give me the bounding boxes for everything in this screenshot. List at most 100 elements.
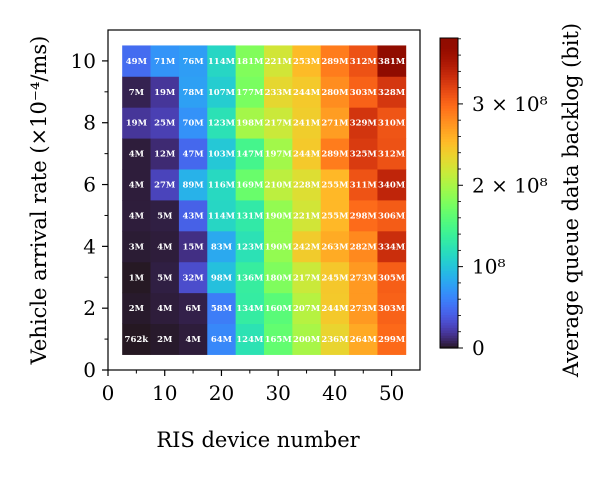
heatmap-cell — [235, 323, 265, 355]
cell-value-label: 169M — [236, 181, 264, 191]
colorbar-segment — [440, 92, 458, 96]
heatmap-cell — [320, 169, 350, 201]
cell-value-label: 217M — [265, 119, 293, 129]
cell-value-label: 12M — [154, 150, 176, 160]
colorbar-segment — [440, 278, 458, 282]
heatmap-cell — [320, 200, 350, 232]
heatmap-cell — [207, 200, 237, 232]
cell-value-label: 282M — [350, 242, 378, 252]
cell-value-label: 7M — [129, 88, 145, 98]
cell-value-label: 762k — [125, 335, 150, 345]
colorbar-segment — [440, 100, 458, 104]
colorbar-segment — [440, 38, 458, 42]
heatmap-cell — [264, 76, 293, 108]
colorbar-segment — [440, 252, 458, 256]
cell-value-label: 2M — [157, 335, 173, 345]
cell-value-label: 325M — [350, 150, 378, 160]
cell-value-label: 198M — [236, 119, 264, 129]
cell-value-label: 264M — [350, 335, 378, 345]
colorbar-segment — [440, 283, 458, 287]
heatmap-cell — [207, 45, 237, 77]
colorbar-segment — [440, 324, 458, 328]
heatmap-cell — [178, 76, 208, 108]
colorbar-segment — [440, 216, 458, 220]
y-tick-label: 6 — [83, 173, 96, 197]
x-tick-label: 10 — [152, 381, 177, 405]
colorbar-segment — [440, 342, 458, 347]
heatmap-cell — [207, 76, 237, 108]
cell-value-label: 58M — [211, 304, 233, 314]
colorbar-segment — [440, 301, 458, 305]
colorbar-segment — [440, 180, 458, 184]
heatmap-cell — [178, 169, 208, 201]
cell-value-label: 25M — [154, 119, 176, 129]
cell-value-label: 244M — [321, 304, 349, 314]
heatmap-cell — [150, 45, 180, 77]
heatmap-cell — [377, 323, 407, 355]
heatmap-cell — [207, 323, 237, 355]
heatmap-cell — [349, 45, 378, 77]
heatmap-cell — [178, 107, 208, 139]
cell-value-label: 299M — [378, 335, 406, 345]
colorbar-segment — [440, 231, 458, 235]
colorbar-segment — [440, 208, 458, 212]
cell-value-label: 312M — [350, 57, 378, 67]
heatmap-cell — [320, 76, 350, 108]
cell-value-label: 124M — [236, 335, 264, 345]
x-axis-label: RIS device number — [156, 428, 360, 452]
colorbar-segment — [440, 244, 458, 248]
heatmap-cell — [178, 323, 208, 355]
colorbar-segment — [440, 94, 458, 99]
colorbar-segment — [440, 236, 458, 241]
colorbar-segment — [440, 234, 458, 238]
cell-value-label: 2M — [129, 304, 145, 314]
heatmap-cell — [292, 138, 322, 170]
cell-value-label: 242M — [293, 242, 321, 252]
heatmap-cell — [150, 230, 180, 263]
colorbar-segment — [440, 260, 458, 264]
cell-value-label: 310M — [378, 119, 406, 129]
heatmap-cell — [207, 169, 237, 201]
colorbar-segment — [440, 143, 458, 148]
cell-value-label: 136M — [236, 273, 264, 283]
cell-value-label: 49M — [126, 57, 148, 67]
cell-value-label: 340M — [378, 181, 406, 191]
colorbar-segment — [440, 162, 458, 166]
heatmap-cell — [150, 200, 180, 232]
cell-value-label: 64M — [211, 335, 233, 345]
colorbar-segment — [440, 167, 458, 171]
heatmap-cell — [292, 323, 322, 355]
cell-value-label: 5M — [157, 211, 173, 221]
colorbar-segment — [440, 224, 458, 228]
cell-value-label: 190M — [265, 242, 293, 252]
colorbar-segment — [440, 213, 458, 217]
colorbar: 0 10⁸ 2 × 10⁸ 3 × 10⁸ — [439, 37, 548, 360]
cell-value-label: 245M — [321, 273, 349, 283]
cell-value-label: 71M — [154, 57, 176, 67]
colorbar-segment — [440, 84, 458, 88]
colorbar-segment — [440, 200, 458, 204]
heatmap-cell — [207, 261, 237, 294]
cell-value-label: 244M — [293, 150, 321, 160]
colorbar-segment — [440, 273, 458, 277]
colorbar-segment — [440, 291, 458, 295]
heatmap-cell — [349, 323, 378, 355]
heatmap-cell — [264, 45, 293, 77]
colorbar-segment — [440, 221, 458, 225]
y-tick-label: 4 — [83, 234, 96, 258]
colorbar-segment — [440, 149, 458, 153]
cell-value-label: 303M — [350, 88, 378, 98]
cell-value-label: 3M — [129, 242, 145, 252]
heatmap-cell — [264, 169, 293, 201]
heatmap-cell — [264, 230, 293, 263]
cell-value-label: 305M — [378, 273, 406, 283]
colorbar-segment — [440, 172, 458, 176]
cell-value-label: 253M — [293, 57, 321, 67]
heatmap-cell — [292, 230, 322, 263]
colorbar-segment — [440, 242, 458, 246]
cell-value-label: 70M — [182, 119, 204, 129]
colorbar-segment — [440, 195, 458, 199]
cell-value-label: 114M — [208, 57, 236, 67]
colorbar-segment — [440, 229, 458, 233]
